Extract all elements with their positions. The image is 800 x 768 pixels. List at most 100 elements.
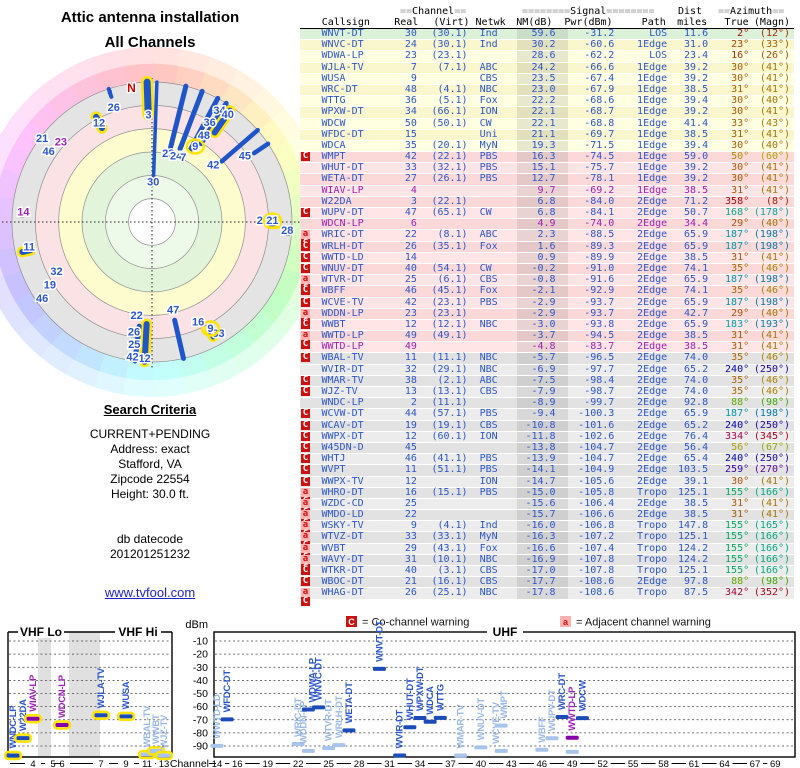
table-row: WHUT-DT 33 (32.1) PBS 15.1 -75.7 1Edge 39.2 30°(… xyxy=(300,163,794,175)
search-zip: Zipcode 22554 xyxy=(110,472,190,486)
table-column-header: Callsign Real (Virt) Netwk NM(dB) Pwr(dBm) Pat… xyxy=(300,17,794,29)
table-row: WNVT-DT 30 (30.1) Ind 59.6 -31.2 LOS 11.6 2° (12°… xyxy=(300,28,794,41)
svg-text:69: 69 xyxy=(770,759,781,768)
svg-text:64: 64 xyxy=(719,759,730,768)
co-channel-warning-icon: C xyxy=(301,441,310,452)
svg-text:31: 31 xyxy=(384,759,395,768)
svg-text:-30: -30 xyxy=(193,662,208,674)
svg-text:46: 46 xyxy=(43,146,55,158)
table-row: WDCN-LP 6 4.9 -74.0 2Edge 34.4 29° (40°) xyxy=(300,218,794,231)
adjacent-channel-warning-icon: a xyxy=(301,531,310,542)
table-row: W22DA 3 (22.1) 6.8 -84.0 2Edge 71.2 358° (8°) xyxy=(300,196,794,208)
svg-text:40: 40 xyxy=(222,109,234,121)
svg-text:24: 24 xyxy=(170,150,183,162)
svg-text:9: 9 xyxy=(123,759,128,768)
co-channel-warning-icon: C xyxy=(301,296,310,307)
signal-spectrum-chart: -10 -20 -30 -40 -50 -60 -70 -80 -90 dBm VHF Lo VHF … xyxy=(0,612,800,768)
station-table: ==Channel== ========Signal======== Dist ==A… xyxy=(300,6,794,607)
svg-text:9: 9 xyxy=(192,141,198,153)
table-row: aCWSKY-TV9(4.1)Ind-16.0-106.8Tropo147.81… xyxy=(300,521,794,540)
table-row: C WNUV-DT 40 (54.1) CW -0.2 -91.0 2Edge 74.1 35°(… xyxy=(300,262,794,276)
svg-text:21: 21 xyxy=(36,133,48,145)
table-row: WNVC-DT 24 (30.1) Ind 30.2 -60.6 1Edge 31.0 23°(… xyxy=(300,39,794,52)
adjacent-channel-warning-icon: a xyxy=(301,330,310,341)
svg-text:WDCW: WDCW xyxy=(577,680,588,711)
svg-text:-70: -70 xyxy=(193,714,208,726)
table-row: C WMPT 42 (22.1) PBS 16.3 -74.5 1Edge 59.0 50° (60… xyxy=(300,151,794,164)
svg-text:N: N xyxy=(127,81,136,95)
table-row: WNDC-LP 2 (11.1) -8.9 -99.7 2Edge 92.8 88° (98°) xyxy=(300,397,794,410)
radar-title-line1: Attic antenna installation xyxy=(60,9,240,26)
svg-text:-40: -40 xyxy=(193,675,208,687)
table-row: WJLA-TV 7 (7.1) ABC 24.2 -66.6 1Edge 39.2 30° (41… xyxy=(300,62,794,74)
svg-text:32: 32 xyxy=(50,266,62,278)
svg-text:WNVT-DT: WNVT-DT xyxy=(374,620,385,662)
svg-text:12: 12 xyxy=(93,117,105,129)
adjacent-channel-warning-icon: a xyxy=(301,553,310,564)
svg-text:WDCA: WDCA xyxy=(425,686,436,715)
svg-text:= Co-channel warning: = Co-channel warning xyxy=(362,617,469,629)
table-row: aCWTVZ-DT33(33.1)MyN-16.3-107.2Tropo125.… xyxy=(300,531,794,551)
svg-text:VHF Lo: VHF Lo xyxy=(20,625,62,639)
svg-text:5: 5 xyxy=(50,759,55,768)
svg-text:14: 14 xyxy=(17,206,30,218)
co-channel-warning-icon: C xyxy=(301,576,310,587)
co-channel-warning-icon: C xyxy=(301,475,310,486)
svg-text:WNUV-DT: WNUV-DT xyxy=(476,698,487,741)
spacer xyxy=(0,502,300,532)
site-link-row: www.tvfool.com xyxy=(0,585,300,600)
svg-text:a: a xyxy=(563,617,569,627)
co-channel-warning-icon: C xyxy=(301,596,310,607)
table-row: C WCVE-TV 42 (23.1) PBS -2.9 -93.7 2Edge 65.9 187… xyxy=(300,296,794,309)
search-criteria-heading: Search Criteria xyxy=(103,402,197,417)
svg-text:61: 61 xyxy=(689,759,700,768)
svg-text:47: 47 xyxy=(167,304,179,316)
svg-text:37: 37 xyxy=(445,759,456,768)
svg-text:52: 52 xyxy=(597,759,608,768)
table-row: a C WWTD-LP 49 (49.1) -3.7 -94.5 2Edge 38.5 31° (4… xyxy=(300,330,794,350)
svg-text:WWTD-LP: WWTD-LP xyxy=(567,686,578,731)
svg-text:WRC-DT: WRC-DT xyxy=(557,673,568,710)
svg-text:UHF: UHF xyxy=(493,625,518,639)
co-channel-warning-icon: C xyxy=(301,565,310,575)
adjacent-channel-warning-icon: a xyxy=(301,509,310,520)
svg-text:Channel: Channel xyxy=(170,758,209,768)
table-row: WWTD-LP 49 -4.8 -83.7 2Edge 38.5 31° (41°) xyxy=(300,342,794,354)
co-channel-warning-icon: C xyxy=(301,352,310,363)
svg-text:9: 9 xyxy=(207,323,213,335)
adjacent-channel-warning-icon: a xyxy=(301,274,310,285)
db-datecode-label: db datecode xyxy=(116,532,184,546)
table-row: a C WHAG-DT 26 (25.1) NBC -17.8 -108.6 Tropo 87.5… xyxy=(300,588,794,607)
svg-text:WTTG: WTTG xyxy=(435,684,446,711)
co-channel-warning-icon: C xyxy=(301,262,310,273)
svg-text:WWTD-LD: WWTD-LD xyxy=(212,694,223,739)
svg-text:dBm: dBm xyxy=(185,619,208,631)
svg-text:WETA-DT: WETA-DT xyxy=(344,682,355,723)
search-address: Address: exact xyxy=(110,442,190,456)
svg-text:WBFF: WBFF xyxy=(537,716,548,743)
table-row: C WWBT 12 (12.1) NBC -3.0 -93.8 2Edge 65.9 183° (1… xyxy=(300,319,794,332)
table-row: C WWPX-DT 12 (60.1) ION -11.8 -102.6 2Edge 76.4 3… xyxy=(300,431,794,443)
search-height: Height: 30.0 ft. xyxy=(110,487,190,501)
search-city: Stafford, VA xyxy=(118,457,182,471)
svg-text:2: 2 xyxy=(257,215,263,227)
table-row: C WRLH-DT 26 (35.1) Fox 1.6 -89.3 2Edge 65.9 187°… xyxy=(300,241,794,253)
table-row: C WUPV-DT 47 (65.1) CW 6.8 -84.1 2Edge 50.7 168°(… xyxy=(300,207,794,220)
svg-text:WUPV-DT: WUPV-DT xyxy=(547,689,558,731)
svg-text:VHF Hi: VHF Hi xyxy=(118,625,157,639)
svg-text:WRLH-DT: WRLH-DT xyxy=(334,695,345,738)
adjacent-channel-warning-icon: a xyxy=(301,542,310,553)
svg-text:-10: -10 xyxy=(193,636,208,648)
co-channel-warning-icon: C xyxy=(301,419,310,430)
svg-text:W22DA: W22DA xyxy=(18,699,29,731)
svg-text:36: 36 xyxy=(204,117,216,129)
table-row: WUSA 9 CBS 23.5 -67.4 1Edge 39.2 30° (41°) xyxy=(300,73,794,85)
svg-text:14: 14 xyxy=(212,759,223,768)
svg-text:WFDC-DT: WFDC-DT xyxy=(222,670,233,713)
svg-text:WCVE-TV: WCVE-TV xyxy=(491,701,502,744)
tvfool-link[interactable]: www.tvfool.com xyxy=(104,585,196,600)
table-body: WNVT-DT 30 (30.1) Ind 59.6 -31.2 LOS 11.6 2° (12°… xyxy=(300,28,794,607)
